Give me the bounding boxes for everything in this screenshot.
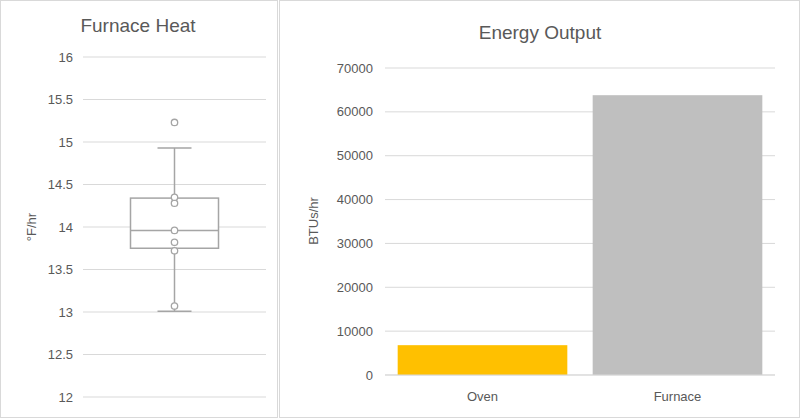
- whisker-lower: [174, 248, 176, 311]
- bar: [593, 95, 763, 375]
- box-body: [131, 198, 219, 248]
- grid-line: [83, 397, 266, 398]
- chart-title: Furnace Heat: [80, 15, 196, 36]
- whisker-cap-min: [158, 310, 192, 312]
- y-tick-label: 20000: [337, 280, 373, 295]
- chart-panel: Energy Output BTUs/hr 0 10000 20000 30000 4000…: [280, 1, 800, 418]
- y-tick-label: 30000: [337, 236, 373, 251]
- data-point: [171, 227, 177, 233]
- bar: [398, 345, 568, 375]
- x-tick-label: Oven: [467, 389, 498, 404]
- y-tick-label: 60000: [337, 104, 373, 119]
- data-point: [171, 303, 177, 309]
- y-tick-label: 0: [366, 368, 373, 383]
- y-tick-label: 50000: [337, 148, 373, 163]
- marks: [398, 95, 763, 375]
- y-tick-label: 16: [59, 50, 73, 65]
- panel-border: [1, 1, 278, 418]
- chart-title: Energy Output: [479, 22, 602, 43]
- y-tick-label: 15: [59, 135, 73, 150]
- y-tick-label: 13: [59, 305, 73, 320]
- y-tick-label: 12: [59, 390, 73, 405]
- y-tick-label: 40000: [337, 192, 373, 207]
- grid-line: [83, 354, 266, 355]
- y-tick-label: 10000: [337, 324, 373, 339]
- y-axis-label: BTUs/hr: [306, 196, 321, 244]
- grid-line: [83, 57, 266, 58]
- y-tick-label: 15.5: [48, 92, 73, 107]
- y-tick-label: 13.5: [48, 262, 73, 277]
- y-tick-label: 12.5: [48, 347, 73, 362]
- x-tick-label: Furnace: [654, 389, 702, 404]
- data-point: [171, 248, 177, 254]
- data-point: [171, 194, 177, 200]
- y-axis-label: °F/hr: [24, 212, 39, 241]
- data-point: [171, 239, 177, 245]
- grid-line: [385, 68, 775, 69]
- grid-line: [385, 375, 775, 376]
- grid-line: [83, 99, 266, 100]
- whisker-upper: [174, 148, 176, 198]
- y-tick-label: 14: [59, 220, 73, 235]
- chart-panel: Furnace Heat °F/hr 12 12.5 13 13.5 14 14.5 15 15.…: [1, 1, 278, 418]
- x-axis-line: [385, 375, 775, 376]
- chart-svg: Furnace Heat °F/hr 12 12.5 13 13.5 14 14.5 15 15.…: [0, 0, 800, 418]
- grid-line: [83, 142, 266, 143]
- chart-root: Furnace Heat °F/hr 12 12.5 13 13.5 14 14.5 15 15.…: [0, 0, 800, 418]
- y-tick-label: 14.5: [48, 177, 73, 192]
- grid-line: [83, 312, 266, 313]
- marks: [131, 119, 219, 311]
- panel-border: [280, 1, 800, 418]
- y-tick-label: 70000: [337, 61, 373, 76]
- data-point: [171, 119, 177, 125]
- whisker-cap-max: [158, 147, 192, 149]
